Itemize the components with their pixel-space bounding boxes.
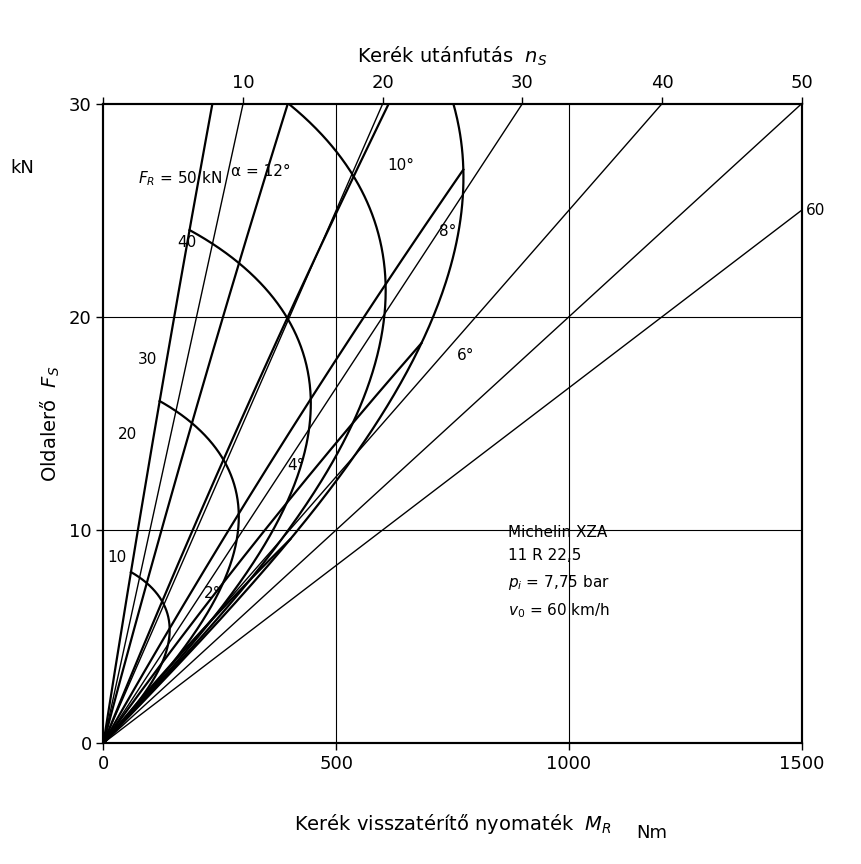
Text: 2°: 2° [203, 587, 220, 601]
Text: 8°: 8° [438, 224, 455, 239]
Text: 4°: 4° [287, 459, 304, 473]
Text: 30: 30 [138, 352, 158, 367]
Text: 10°: 10° [387, 158, 414, 173]
Text: Nm: Nm [635, 824, 666, 842]
Text: kN: kN [10, 159, 34, 176]
Text: 20: 20 [118, 427, 137, 442]
Text: 6°: 6° [456, 347, 474, 363]
Y-axis label: Oldalerő  $F_S$: Oldalerő $F_S$ [39, 365, 62, 481]
Text: 60: 60 [805, 203, 825, 218]
Text: α = 12°: α = 12° [231, 164, 291, 180]
Text: $F_R$ = 50 kN: $F_R$ = 50 kN [139, 169, 222, 187]
Text: 10: 10 [107, 550, 126, 565]
Text: Michelin XZA
11 R 22,5
$p_i$ = 7,75 bar
$v_0$ = 60 km/h: Michelin XZA 11 R 22,5 $p_i$ = 7,75 bar … [508, 524, 610, 620]
X-axis label: Kerék visszatérítő nyomaték  $M_R$: Kerék visszatérítő nyomaték $M_R$ [294, 812, 610, 835]
Text: 40: 40 [177, 235, 196, 250]
X-axis label: Kerék utánfutás  $n_S$: Kerék utánfutás $n_S$ [356, 45, 548, 68]
